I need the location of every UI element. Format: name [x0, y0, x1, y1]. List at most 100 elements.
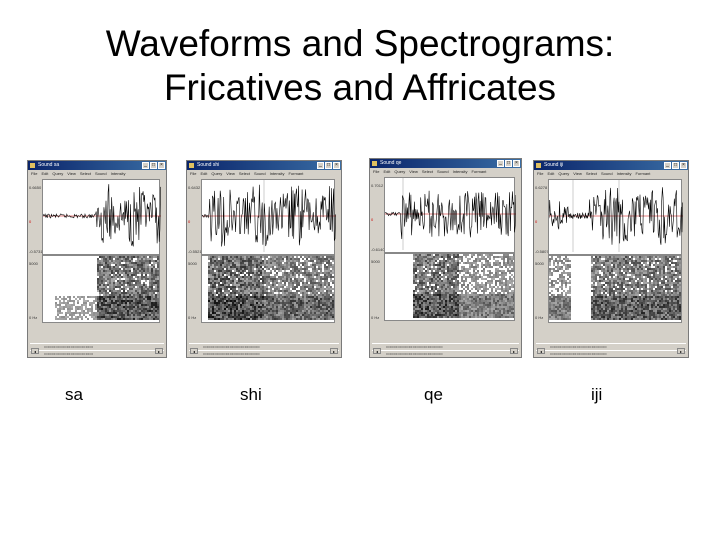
maximize-icon[interactable]: □ [150, 162, 157, 169]
window-titlebar: Sound qe _ □ × [370, 159, 521, 168]
menu-bar: File Edit Query View Select Sound Intens… [187, 170, 341, 177]
menu-select[interactable]: Select [79, 171, 91, 176]
praat-window-shi: Sound shi _ □ × File Edit Query View Sel… [186, 160, 342, 358]
praat-window-iji: Sound iji _ □ × File Edit Query View Sel… [533, 160, 689, 358]
close-icon[interactable]: × [680, 162, 687, 169]
visible-part-row: ▭▭▭▭▭▭▭▭▭▭▭▭▭ [30, 343, 164, 350]
scroll-right-icon[interactable]: ▸ [510, 348, 518, 354]
waveform-top-value: 0.7012 [371, 183, 384, 188]
scroll-right-icon[interactable]: ▸ [677, 348, 685, 354]
spectrogram-pane[interactable] [384, 253, 515, 321]
menu-intensity[interactable]: Intensity [110, 171, 126, 176]
scroll-right-icon[interactable]: ▸ [155, 348, 163, 354]
waveform-trace [549, 187, 683, 245]
menu-query[interactable]: Query [394, 169, 406, 174]
minimize-icon[interactable]: _ [497, 160, 504, 167]
window-title: Sound iji [544, 162, 564, 168]
scroll-right-icon[interactable]: ▸ [330, 348, 338, 354]
menu-intensity[interactable]: Intensity [452, 169, 468, 174]
menu-file[interactable]: File [190, 171, 197, 176]
menu-view[interactable]: View [226, 171, 235, 176]
waveform-pane[interactable] [42, 179, 161, 255]
menu-bar: File Edit Query View Select Sound Intens… [28, 170, 166, 177]
minimize-icon[interactable]: _ [142, 162, 149, 169]
status-bar: ▭▭▭▭▭▭▭▭▭▭▭▭▭▭▭ ▭▭▭▭▭▭▭▭▭▭▭▭▭▭▭ [372, 343, 519, 357]
menu-select[interactable]: Select [238, 171, 250, 176]
close-icon[interactable]: × [333, 162, 340, 169]
waveform-trace [202, 184, 336, 247]
menu-view[interactable]: View [409, 169, 418, 174]
waveform-graphic [549, 180, 683, 252]
close-icon[interactable]: × [158, 162, 165, 169]
spectrogram-top-freq: 5000 [535, 261, 544, 266]
menu-query[interactable]: Query [558, 171, 570, 176]
waveform-graphic [43, 184, 161, 247]
maximize-icon[interactable]: □ [325, 162, 332, 169]
window-title: Sound sa [38, 162, 60, 168]
app-icon [30, 163, 35, 168]
waveform-pane[interactable] [384, 177, 516, 253]
menu-edit[interactable]: Edit [383, 169, 391, 174]
total-duration-row: ▭▭▭▭▭▭▭▭▭▭▭▭▭ [30, 350, 164, 357]
menu-sound[interactable]: Sound [95, 171, 107, 176]
visible-part-row: ▭▭▭▭▭▭▭▭▭▭▭▭▭▭▭ [372, 343, 519, 350]
scroll-left-icon[interactable]: ◂ [190, 348, 198, 354]
menu-query[interactable]: Query [211, 171, 223, 176]
waveform-bottom-value: -0.6140 [371, 247, 385, 252]
waveform-top-value: 0.6650 [29, 185, 42, 190]
scroll-left-icon[interactable]: ◂ [373, 348, 381, 354]
menu-file[interactable]: File [373, 169, 380, 174]
minimize-icon[interactable]: _ [664, 162, 671, 169]
waveform-pane[interactable] [548, 179, 683, 255]
caption-qe: qe [424, 385, 443, 404]
visible-part-row: ▭▭▭▭▭▭▭▭▭▭▭▭▭▭▭ [189, 343, 339, 350]
menu-sound[interactable]: Sound [254, 171, 266, 176]
menu-formant[interactable]: Formant [635, 171, 651, 176]
close-icon[interactable]: × [513, 160, 520, 167]
waveform-top-value: 0.6432 [188, 185, 201, 190]
scroll-left-icon[interactable]: ◂ [31, 348, 39, 354]
menu-file[interactable]: File [537, 171, 544, 176]
status-bar: ▭▭▭▭▭▭▭▭▭▭▭▭▭ ▭▭▭▭▭▭▭▭▭▭▭▭▭ [30, 343, 164, 357]
menu-query[interactable]: Query [52, 171, 64, 176]
menu-edit[interactable]: Edit [547, 171, 555, 176]
spectrogram-pane[interactable] [42, 255, 160, 323]
app-icon [189, 163, 194, 168]
praat-window-qe: Sound qe _ □ × File Edit Query View Sele… [369, 158, 522, 358]
waveform-zero-label: 0 [188, 219, 191, 224]
maximize-icon[interactable]: □ [672, 162, 679, 169]
menu-file[interactable]: File [31, 171, 38, 176]
menu-bar: File Edit Query View Select Sound Intens… [534, 170, 688, 177]
spectrogram-bottom-freq: 0 Hz [29, 315, 38, 320]
waveform-trace [385, 190, 516, 240]
slide-title-line-2: Fricatives and Affricates [163, 67, 557, 108]
waveform-zero-label: 0 [29, 219, 32, 224]
maximize-icon[interactable]: □ [505, 160, 512, 167]
menu-view[interactable]: View [573, 171, 582, 176]
menu-select[interactable]: Select [421, 169, 433, 174]
menu-intensity[interactable]: Intensity [616, 171, 632, 176]
waveform-zero-label: 0 [535, 219, 538, 224]
menu-intensity[interactable]: Intensity [269, 171, 285, 176]
spectrogram-bottom-freq: 0 Hz [188, 315, 197, 320]
waveform-graphic [202, 180, 336, 252]
spectrogram-top-freq: 5000 [29, 261, 38, 266]
total-duration-row: ▭▭▭▭▭▭▭▭▭▭▭▭▭▭▭ [189, 350, 339, 357]
waveform-bottom-value: -0.5807 [535, 249, 549, 254]
menu-sound[interactable]: Sound [601, 171, 613, 176]
spectrogram-pane[interactable] [548, 255, 682, 323]
menu-select[interactable]: Select [585, 171, 597, 176]
menu-view[interactable]: View [67, 171, 76, 176]
menu-formant[interactable]: Formant [471, 169, 487, 174]
scroll-left-icon[interactable]: ◂ [537, 348, 545, 354]
menu-edit[interactable]: Edit [41, 171, 49, 176]
spectrogram-graphic [208, 256, 334, 320]
menu-edit[interactable]: Edit [200, 171, 208, 176]
spectrogram-graphic [413, 254, 514, 318]
waveform-pane[interactable] [201, 179, 336, 255]
menu-formant[interactable]: Formant [288, 171, 304, 176]
menu-sound[interactable]: Sound [437, 169, 449, 174]
minimize-icon[interactable]: _ [317, 162, 324, 169]
total-duration-row: ▭▭▭▭▭▭▭▭▭▭▭▭▭▭▭ [372, 350, 519, 357]
spectrogram-pane[interactable] [201, 255, 335, 323]
